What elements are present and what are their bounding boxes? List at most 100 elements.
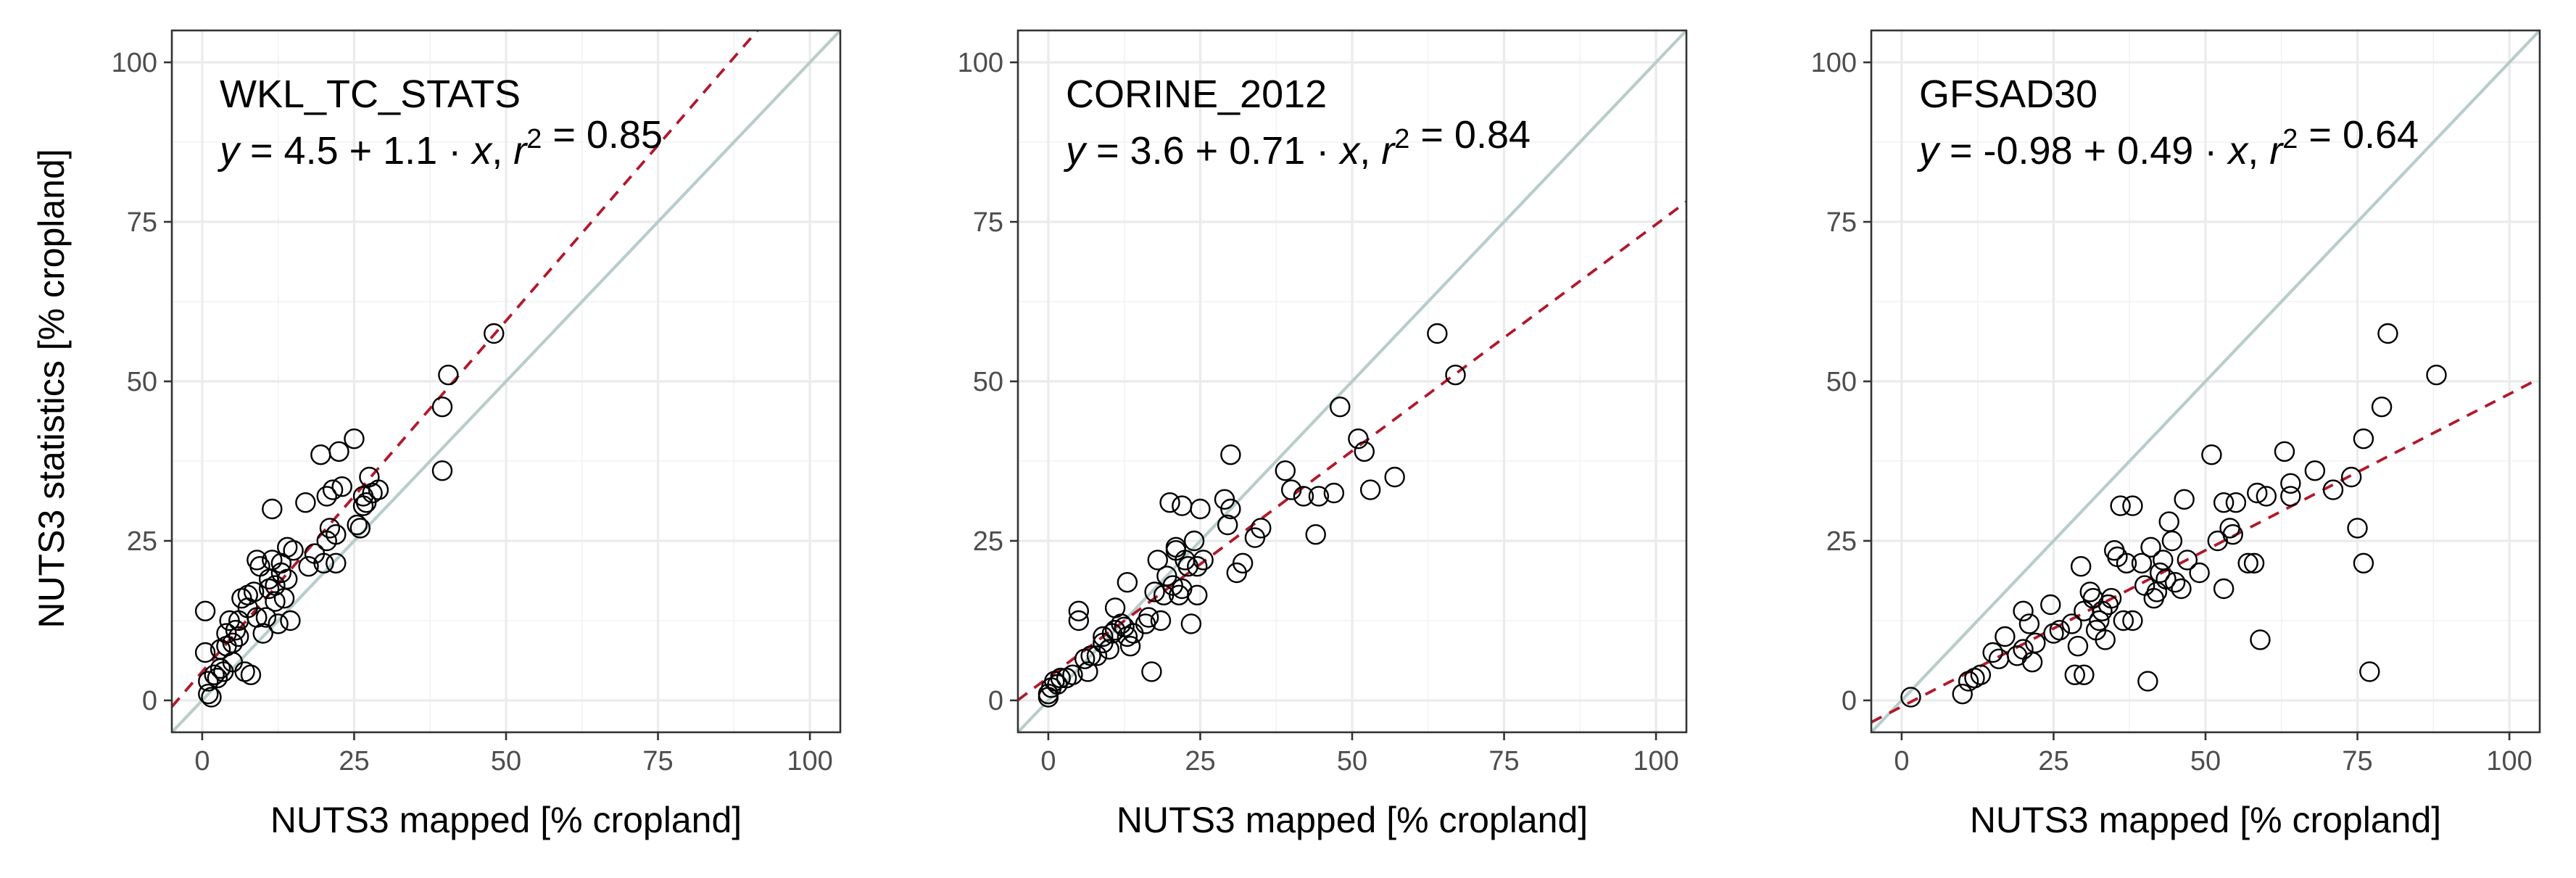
data-point — [1077, 661, 1098, 682]
data-point — [204, 664, 225, 685]
data-point — [1970, 664, 1992, 685]
data-point — [2213, 578, 2235, 600]
x-tick-label: 50 — [1337, 746, 1367, 776]
data-point — [1445, 365, 1466, 386]
data-point — [1187, 584, 1208, 605]
data-point — [298, 556, 319, 577]
data-point — [2021, 652, 2043, 673]
data-point — [2171, 578, 2192, 600]
x-tick-label: 100 — [1633, 746, 1678, 776]
data-point — [2095, 629, 2116, 650]
data-point — [2153, 550, 2174, 571]
data-point — [1330, 397, 1351, 418]
data-point — [1141, 661, 1162, 682]
x-tick-label: 75 — [1488, 746, 1519, 776]
x-tick-label: 50 — [2190, 746, 2221, 776]
data-point — [1050, 668, 1071, 689]
data-point — [2164, 572, 2186, 593]
data-point — [1359, 479, 1381, 500]
x-tick-label: 0 — [194, 746, 210, 776]
data-point — [255, 607, 277, 628]
data-point — [1098, 639, 1119, 660]
data-point — [2247, 482, 2268, 504]
data-point — [2280, 486, 2301, 507]
data-point — [2074, 664, 2095, 685]
data-point — [198, 684, 219, 705]
x-tick-label: 0 — [1040, 746, 1056, 776]
data-point — [316, 486, 337, 507]
data-point — [277, 568, 298, 589]
data-point — [1217, 514, 1238, 536]
data-point — [2040, 594, 2061, 616]
panel-1: 0 25 50 75 100 0 25 50 75 100 NUTS3 mapped [% crop… — [112, 29, 842, 840]
dataset-name: CORINE_2012 — [1066, 73, 1327, 116]
data-point — [198, 671, 219, 692]
data-point — [1275, 460, 1296, 481]
data-point — [265, 591, 286, 612]
data-point — [2089, 610, 2110, 631]
data-point — [1068, 610, 1090, 631]
data-point — [2274, 441, 2295, 462]
y-tick-label: 100 — [112, 48, 157, 78]
y-tick-label: 25 — [973, 526, 1003, 557]
x-tick-label: 100 — [2486, 746, 2532, 776]
y-tick-label: 100 — [958, 48, 1003, 78]
data-point — [1952, 684, 1973, 705]
data-point — [194, 642, 216, 663]
panel-3: 0 25 50 75 100 0 25 50 75 100 NUTS3 mapped [% crop… — [1811, 29, 2541, 840]
x-tick-label: 50 — [491, 746, 521, 776]
data-point — [344, 428, 365, 450]
data-point — [1138, 607, 1159, 628]
data-point — [2174, 489, 2195, 510]
data-point — [2161, 530, 2183, 552]
data-point — [2061, 613, 2082, 634]
data-point — [283, 540, 304, 561]
data-point — [1068, 600, 1090, 621]
data-point — [1995, 626, 2016, 647]
gridlines — [172, 30, 840, 732]
data-point — [1190, 498, 1211, 520]
identity-line — [1018, 30, 1686, 732]
data-point — [1220, 498, 1241, 520]
y-tick-label: 75 — [973, 207, 1003, 238]
x-tick-label: 25 — [339, 746, 369, 776]
data-point — [2426, 365, 2447, 386]
x-tick-label: 25 — [2038, 746, 2068, 776]
data-point — [295, 492, 316, 513]
data-point — [2158, 511, 2179, 532]
x-tick-label: 75 — [2342, 746, 2372, 776]
reference-lines — [1018, 30, 1686, 732]
data-point — [2222, 524, 2243, 545]
data-point — [1900, 687, 1921, 708]
data-point — [1348, 428, 1369, 450]
figure-y-axis-label: NUTS3 statistics [% cropland] — [31, 149, 72, 628]
dataset-name: GFSAD30 — [1919, 73, 2097, 116]
data-point — [228, 626, 249, 647]
data-point — [1427, 323, 1448, 344]
regression-equation: y = -0.98 + 0.49 · x, r2 = 0.64 — [1916, 113, 2419, 173]
data-points — [1900, 323, 2447, 708]
data-point — [1147, 550, 1168, 571]
data-point — [2122, 495, 2143, 516]
data-points — [1038, 323, 1466, 708]
data-point — [2137, 671, 2158, 692]
data-point — [2340, 466, 2362, 488]
data-point — [262, 498, 283, 520]
data-point — [2110, 495, 2131, 516]
data-point — [252, 623, 273, 644]
data-points — [194, 323, 505, 708]
data-point — [268, 613, 289, 634]
data-point — [2256, 486, 2277, 507]
data-point — [270, 562, 292, 584]
regression-line — [1018, 200, 1686, 702]
y-tick-label: 100 — [1811, 48, 1857, 78]
data-point — [2131, 552, 2153, 573]
data-point — [2353, 552, 2374, 573]
regression-equation: y = 4.5 + 1.1 · x, r2 = 0.85 — [217, 113, 663, 173]
data-point — [347, 514, 368, 536]
data-point — [326, 552, 347, 573]
data-point — [1323, 482, 1345, 504]
y-tick-label: 75 — [127, 207, 157, 238]
y-tick-label: 50 — [1826, 367, 1857, 397]
